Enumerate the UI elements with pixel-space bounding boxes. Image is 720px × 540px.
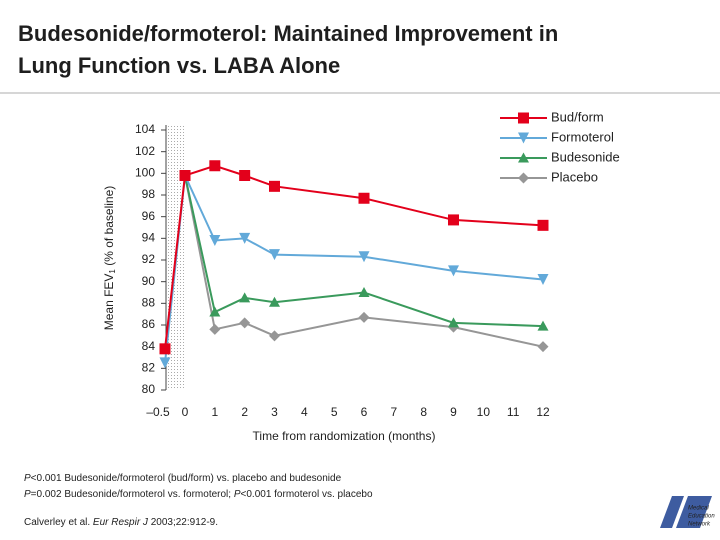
data-point	[537, 320, 549, 331]
data-point	[239, 292, 251, 303]
x-tick-label: 5	[331, 405, 338, 419]
data-point	[239, 317, 251, 329]
y-tick-label: 82	[142, 361, 156, 375]
x-tick-label: 7	[390, 405, 397, 419]
x-tick-label: 11	[507, 405, 520, 419]
data-point	[159, 357, 171, 369]
data-point	[448, 317, 459, 328]
footnote-part: =0.002 Budesonide/formoterol vs. formote…	[31, 489, 234, 500]
data-point	[448, 265, 459, 277]
data-point	[358, 251, 370, 263]
logo-text: Education	[688, 514, 715, 520]
y-tick-label: 86	[142, 317, 156, 331]
x-tick-label: 0	[182, 405, 189, 419]
legend-marker	[518, 132, 529, 144]
y-tick-label: 96	[142, 209, 156, 223]
data-point	[448, 214, 459, 226]
title: Lung Function vs. LABA Alone	[18, 53, 340, 78]
data-point	[537, 219, 549, 231]
logo-text: Medical	[688, 506, 709, 512]
y-tick-label: 104	[135, 122, 155, 136]
y-tick-label: 102	[135, 144, 155, 158]
legend-label: Formoterol	[551, 129, 614, 144]
y-tick-label: 92	[142, 252, 156, 266]
title: Budesonide/formoterol: Maintained Improv…	[18, 21, 558, 46]
x-tick-label: 1	[211, 405, 218, 419]
legend-marker	[518, 172, 529, 184]
data-point	[537, 341, 549, 353]
series-line	[164, 171, 544, 364]
data-point	[239, 170, 251, 181]
footnote-part: Calverley et al.	[24, 517, 93, 528]
footnote: P=0.002 Budesonide/formoterol vs. formot…	[24, 489, 373, 500]
y-tick-label: 80	[142, 382, 156, 396]
y-axis-label-part: Mean FEV	[102, 274, 116, 331]
logo-text: Network	[688, 522, 711, 528]
data-point	[209, 235, 221, 246]
x-tick-label: 3	[271, 405, 278, 419]
footnote-part: <0.001 Budesonide/formoterol (bud/form) …	[31, 473, 342, 484]
x-tick-label: 4	[301, 405, 308, 419]
footnote-part: P	[24, 489, 31, 500]
data-point	[537, 274, 549, 285]
footnote-part: 2003;22:912-9.	[148, 517, 218, 528]
legend-marker	[518, 112, 529, 124]
data-point	[179, 170, 191, 181]
x-axis-label: Time from randomization (months)	[253, 429, 436, 443]
x-tick-label: –0.5	[146, 405, 170, 419]
footnote: P<0.001 Budesonide/formoterol (bud/form)…	[24, 473, 342, 484]
y-tick-label: 90	[142, 274, 156, 288]
y-tick-label: 88	[142, 296, 156, 310]
x-tick-label: 6	[361, 405, 368, 419]
logo	[660, 496, 712, 528]
data-point	[209, 323, 221, 335]
y-tick-label: 98	[142, 187, 156, 201]
legend-marker	[518, 152, 529, 163]
y-tick-label: 84	[142, 339, 156, 353]
x-tick-label: 12	[536, 405, 550, 419]
footnote-part: P	[234, 489, 241, 500]
data-point	[358, 192, 370, 204]
data-point	[269, 249, 280, 261]
data-point	[209, 160, 221, 172]
y-axis-label-part: (% of baseline)	[102, 186, 116, 269]
data-point	[159, 343, 171, 355]
data-point	[358, 287, 370, 297]
x-tick-label: 8	[420, 405, 427, 419]
footnote-part: Eur Respir J	[93, 517, 149, 528]
y-axis-label-part: 1	[108, 269, 117, 274]
legend-label: Bud/form	[551, 109, 604, 124]
footnote-part: P	[24, 473, 31, 484]
footnote: Calverley et al. Eur Respir J 2003;22:91…	[24, 517, 218, 528]
data-point	[239, 232, 251, 244]
x-tick-label: 9	[450, 405, 457, 419]
x-tick-label: 2	[241, 405, 248, 419]
data-point	[269, 330, 280, 342]
data-point	[269, 180, 280, 192]
y-tick-label: 100	[135, 166, 155, 180]
data-point	[269, 296, 280, 307]
legend-label: Placebo	[551, 169, 598, 184]
data-point	[209, 306, 221, 317]
y-tick-label: 94	[142, 231, 156, 245]
y-axis-label: Mean FEV1 (% of baseline)	[102, 186, 117, 331]
legend-label: Budesonide	[551, 149, 620, 164]
x-tick-label: 10	[477, 405, 491, 419]
footnote-part: <0.001 formoterol vs. placebo	[241, 489, 373, 500]
data-point	[358, 311, 370, 323]
